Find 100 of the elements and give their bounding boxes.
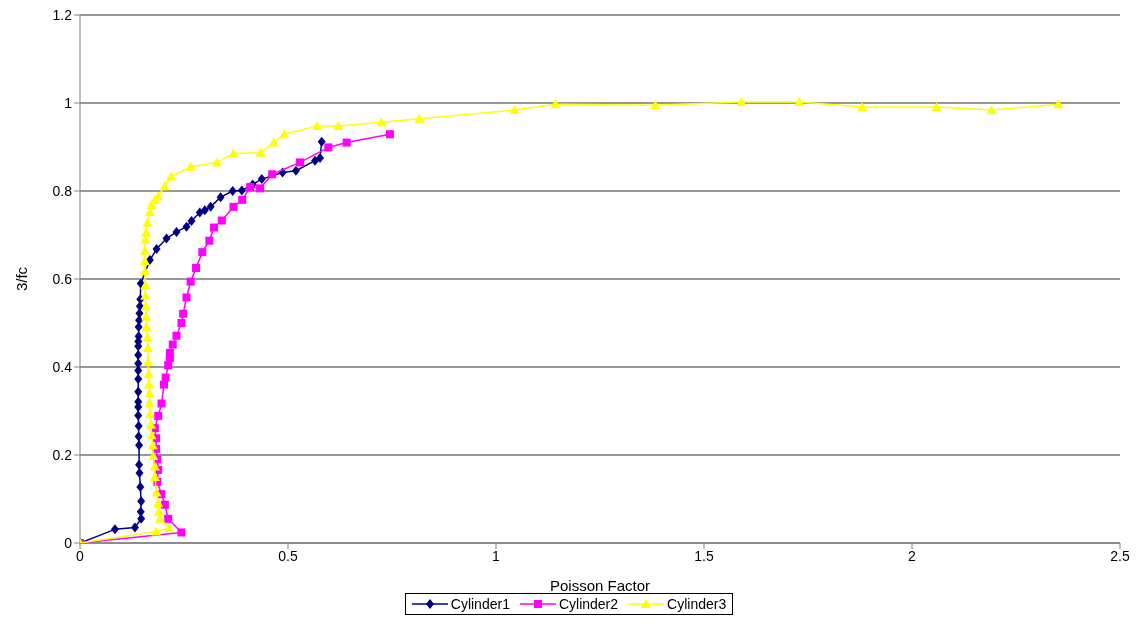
point: [198, 248, 207, 257]
point: [217, 216, 226, 225]
point: [385, 130, 394, 139]
point: [151, 487, 162, 497]
point: [148, 450, 159, 460]
point: [135, 308, 144, 319]
legend-label: Cylinder1: [450, 596, 510, 612]
point: [154, 411, 163, 420]
y-tick-label: 0.6: [52, 270, 73, 287]
x-tick-label: 1: [492, 547, 501, 564]
point: [154, 506, 165, 516]
point: [168, 340, 177, 349]
point: [140, 280, 151, 290]
point: [172, 226, 181, 237]
point: [986, 105, 997, 115]
y-axis-title: 3/fc: [13, 266, 31, 292]
point: [296, 158, 305, 167]
x-tick-label: 2: [908, 547, 917, 564]
point: [164, 514, 173, 523]
point: [736, 97, 747, 107]
point: [149, 461, 160, 471]
point: [205, 236, 214, 245]
point: [1053, 99, 1064, 109]
point: [141, 311, 152, 321]
point: [134, 350, 143, 361]
legend-label: Cylinder3: [667, 596, 727, 612]
point: [177, 528, 186, 537]
point: [136, 482, 145, 493]
point: [509, 105, 520, 115]
point: [160, 380, 169, 389]
point: [324, 143, 333, 152]
point: [182, 293, 191, 302]
point: [216, 192, 225, 203]
point: [291, 165, 300, 176]
point: [136, 506, 145, 517]
point: [152, 244, 161, 255]
point: [162, 233, 171, 244]
point: [134, 420, 143, 431]
point: [110, 524, 119, 535]
point: [144, 379, 155, 389]
point: [172, 331, 181, 340]
point: [135, 459, 144, 470]
point: [130, 522, 139, 533]
point: [246, 183, 255, 192]
point: [134, 373, 143, 384]
point: [142, 217, 153, 227]
point: [650, 100, 661, 110]
point: [317, 136, 326, 147]
y-tick-label: 0.8: [52, 182, 73, 199]
point: [161, 373, 170, 382]
point: [135, 468, 144, 479]
point: [182, 221, 191, 232]
point: [140, 290, 151, 300]
x-tick-label: 0: [76, 547, 85, 564]
point: [268, 137, 279, 147]
point: [279, 129, 290, 139]
point: [140, 301, 151, 311]
y-tick-label: 0: [64, 534, 73, 551]
point: [149, 472, 160, 481]
point: [186, 277, 195, 286]
point: [200, 205, 209, 216]
point: [139, 266, 150, 276]
point: [342, 138, 351, 147]
point: [255, 147, 266, 157]
point: [164, 361, 173, 370]
point: [139, 255, 150, 265]
point: [209, 223, 218, 232]
point: [311, 155, 320, 166]
point: [151, 526, 162, 536]
point: [228, 148, 239, 158]
point: [857, 101, 868, 111]
x-axis-title: Poisson Factor: [549, 577, 651, 594]
point: [142, 332, 153, 342]
point: [238, 195, 247, 204]
point: [237, 185, 246, 196]
point: [257, 174, 266, 185]
y-tick-label: 0.4: [52, 358, 73, 375]
point: [143, 369, 154, 379]
point: [146, 419, 157, 429]
point: [228, 186, 237, 196]
point: [550, 99, 561, 109]
point: [143, 356, 154, 366]
point: [139, 245, 150, 255]
point: [159, 181, 170, 191]
point: [185, 161, 196, 171]
point: [179, 309, 188, 318]
point: [165, 348, 174, 357]
y-tick-label: 1: [64, 94, 73, 111]
point: [256, 184, 265, 193]
point: [316, 153, 325, 163]
point: [134, 410, 143, 421]
point: [268, 170, 277, 179]
point: [312, 120, 323, 130]
point: [195, 207, 204, 218]
point: [931, 101, 942, 111]
point: [160, 500, 169, 509]
point: [192, 264, 201, 272]
point: [153, 497, 164, 507]
point: [414, 113, 425, 123]
y-tick-label: 0.2: [52, 446, 73, 463]
